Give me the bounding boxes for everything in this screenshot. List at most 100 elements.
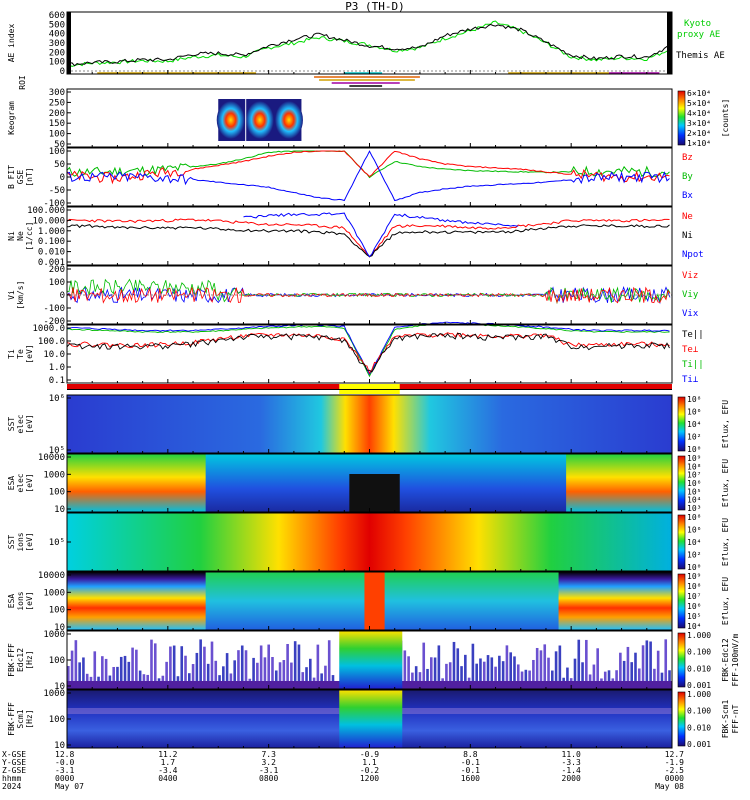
esa_e-ytick-label: 10000 bbox=[38, 453, 65, 463]
fbk-e-column bbox=[505, 645, 509, 689]
keogram-ytick-label: 300 bbox=[49, 88, 65, 98]
fbk-e-column bbox=[437, 645, 441, 689]
esa_e-ylabel: elec bbox=[16, 473, 25, 492]
keogram-ytick-label: 150 bbox=[49, 119, 65, 129]
fbk-e-column bbox=[603, 671, 607, 689]
fbk-e-column bbox=[656, 650, 660, 689]
roi-ylabel: ROI bbox=[18, 75, 27, 90]
series-line-kyoto-ae bbox=[66, 20, 670, 67]
xaxis-tick-label: 0000 bbox=[665, 774, 684, 783]
density-ytick-label: 10.000 bbox=[32, 216, 65, 226]
esa_i-colorbar bbox=[677, 573, 686, 629]
density-line bbox=[66, 224, 670, 258]
legend-by: By bbox=[682, 172, 693, 182]
fbk-e-column bbox=[271, 657, 274, 689]
xaxis-row-label: hhmm bbox=[2, 774, 21, 783]
xaxis-tick-label: -0.9 bbox=[360, 750, 379, 759]
fbk_b-colorbar-tick: 0.100 bbox=[687, 707, 711, 716]
fbk-e-column bbox=[67, 666, 70, 689]
ae-ytick-label: 100 bbox=[49, 58, 65, 68]
legend-npot: Npot bbox=[682, 250, 704, 260]
sst_e-ylabel: SST bbox=[7, 417, 16, 432]
esa_e-colorbar-tick: 10⁶ bbox=[687, 479, 701, 488]
legend-proxy-ae: proxy AE bbox=[677, 30, 720, 40]
temperature-ytick-label: 1.0 bbox=[49, 363, 65, 373]
sst_i-colorbar-tick: 10² bbox=[687, 551, 701, 560]
esa-i-burst bbox=[364, 572, 385, 630]
fbk-e-column bbox=[456, 648, 460, 689]
fbk-e-column bbox=[637, 668, 641, 689]
ae-ytick-label: 500 bbox=[49, 20, 65, 30]
ae-edge-bar bbox=[667, 12, 672, 74]
sst_i-colorbar-tick: 10⁴ bbox=[687, 538, 701, 547]
temperature-ytick-label: 1000.0 bbox=[32, 324, 65, 334]
velocity-ytick-label: 200 bbox=[49, 265, 65, 275]
esa_e-colorbar bbox=[677, 455, 686, 511]
ae-frame bbox=[66, 11, 673, 75]
sst_e-colorbar-tick: 10⁸ bbox=[687, 395, 701, 404]
fbk-e-column bbox=[509, 652, 513, 689]
xaxis-tick-label: -1.4 bbox=[562, 766, 581, 775]
fbk-e-column bbox=[225, 653, 229, 689]
fbk-e-column bbox=[407, 656, 410, 689]
fbk_e-colorbar-tick: 1.000 bbox=[687, 631, 711, 640]
esa_i-ytick-label: 100 bbox=[49, 606, 65, 616]
temperature-line bbox=[66, 332, 670, 375]
esa_i-colorbar-tick: 10⁹ bbox=[687, 572, 701, 581]
fbk-e-column bbox=[516, 664, 520, 689]
legend-ne: Ne bbox=[682, 212, 693, 222]
temperature-ytick-label: 100.0 bbox=[38, 337, 65, 347]
fbk-e-column bbox=[445, 663, 448, 689]
xaxis-tick-label: 0400 bbox=[158, 774, 177, 783]
fbk-e-column bbox=[127, 661, 131, 689]
xaxis-tick-label: 3.2 bbox=[261, 758, 276, 767]
esa_i-colorbar-label: Eflux, EFU bbox=[721, 577, 730, 625]
xaxis-tick-label: 7.3 bbox=[261, 750, 276, 759]
esa-e-band-right bbox=[566, 454, 672, 512]
temperature-ylabel: Ti bbox=[7, 349, 16, 359]
legend-ni: Ni bbox=[682, 231, 693, 241]
fbk-e-column bbox=[74, 640, 78, 689]
density-ylabel: Ni bbox=[7, 231, 16, 241]
fbk-e-column bbox=[153, 643, 157, 689]
sst_e-ytick-label: 10⁵ bbox=[49, 446, 65, 456]
sst_e-ytick-label: 10⁶ bbox=[49, 394, 65, 404]
bfield-ytick-label: 0 bbox=[60, 173, 65, 183]
keogram-colorbar-tick: 3×10⁴ bbox=[687, 119, 711, 128]
esa_i-colorbar-tick: 10⁴ bbox=[687, 622, 701, 631]
esa_e-colorbar-label: Eflux, EFU bbox=[721, 459, 730, 507]
velocity-ytick-label: -100 bbox=[43, 304, 65, 314]
fbk-e-column bbox=[278, 662, 282, 689]
esa_i-ylabel: [eV] bbox=[25, 591, 34, 610]
xaxis-tick-label: May 08 bbox=[655, 782, 684, 791]
fbk_e-ylabel: FBK-FFF bbox=[7, 643, 16, 677]
fbk_b-ytick-label: 1000 bbox=[43, 689, 65, 699]
esa_i-ytick-label: 10000 bbox=[38, 571, 65, 581]
sst_i-colorbar bbox=[677, 514, 686, 570]
series-line-themis-ae bbox=[66, 23, 670, 67]
ae-ytick-label: 0 bbox=[60, 67, 65, 77]
xaxis-tick-label: -3.1 bbox=[259, 766, 278, 775]
fbk_e-colorbar-tick: 0.100 bbox=[687, 648, 711, 657]
fbk-e-column bbox=[668, 670, 671, 689]
keogram-colorbar-tick: 1×10⁴ bbox=[687, 139, 711, 148]
sst_e-colorbar-tick: 10⁴ bbox=[687, 420, 701, 429]
fbk-e-column bbox=[169, 646, 172, 689]
fbk-e-column bbox=[123, 655, 127, 689]
fbk-e-column bbox=[494, 666, 497, 689]
xaxis-tick-label: -0.1 bbox=[461, 766, 480, 775]
temperature-ytick-label: 0.1 bbox=[49, 376, 65, 386]
fbk-e-column bbox=[622, 660, 626, 689]
fbk-e-column bbox=[615, 670, 618, 689]
fbk_b-ytick-label: 10 bbox=[54, 741, 65, 751]
ae-ytick-label: 400 bbox=[49, 30, 65, 40]
fbk_b-colorbar-label: FFF-nT bbox=[731, 704, 740, 733]
fbk-e-column bbox=[539, 650, 543, 689]
fbk-e-column bbox=[244, 650, 248, 689]
fbk-e-column bbox=[297, 644, 301, 689]
esa_i-colorbar-tick: 10⁸ bbox=[687, 582, 701, 591]
fbk_b-ylabel: FBK-FFF bbox=[7, 702, 16, 736]
sst_e-colorbar-tick: 10⁶ bbox=[687, 408, 701, 417]
temperature-ylabel: Te bbox=[16, 349, 25, 359]
esa_e-colorbar-tick: 10⁹ bbox=[687, 454, 701, 463]
